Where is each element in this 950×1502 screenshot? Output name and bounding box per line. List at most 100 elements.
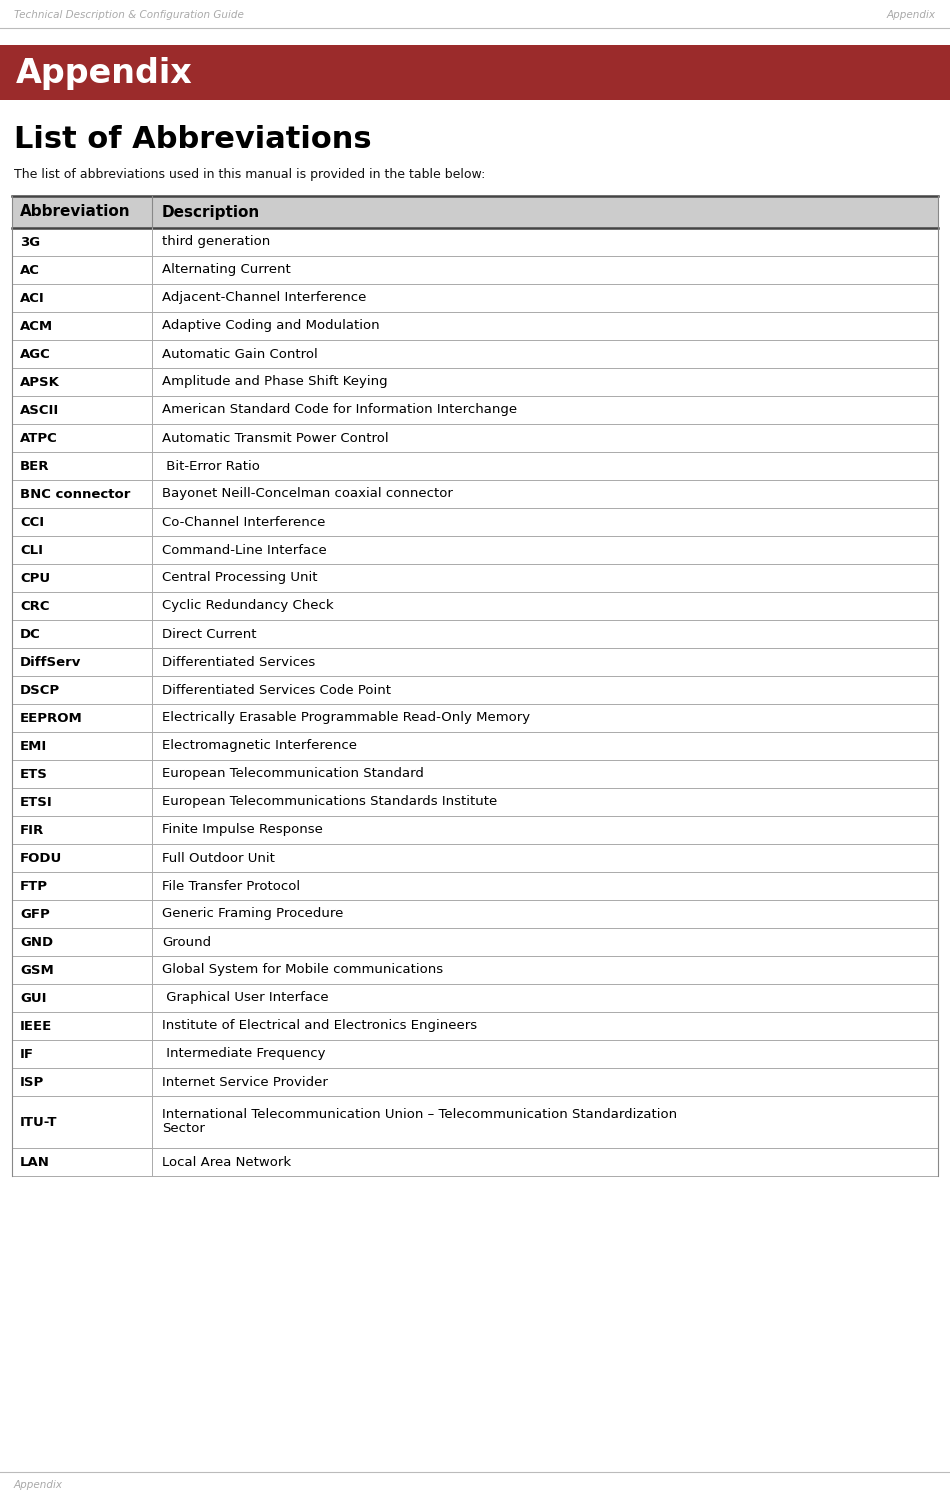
Text: Ground: Ground [162,936,211,948]
Text: Intermediate Frequency: Intermediate Frequency [162,1047,326,1060]
Text: Differentiated Services Code Point: Differentiated Services Code Point [162,683,391,697]
Text: Automatic Transmit Power Control: Automatic Transmit Power Control [162,431,389,445]
Text: Institute of Electrical and Electronics Engineers: Institute of Electrical and Electronics … [162,1020,477,1032]
Bar [0,45,950,101]
Bar [12,873,938,900]
Text: ISP: ISP [20,1075,45,1089]
Bar [12,1068,938,1096]
Text: American Standard Code for Information Interchange: American Standard Code for Information I… [162,404,517,416]
Bar [12,368,938,397]
Text: Cyclic Redundancy Check: Cyclic Redundancy Check [162,599,333,613]
Text: GFP: GFP [20,907,49,921]
Text: Appendix: Appendix [887,11,936,20]
Text: APSK: APSK [20,376,60,389]
Text: Adjacent-Channel Interference: Adjacent-Channel Interference [162,291,367,305]
Text: Co-Channel Interference: Co-Channel Interference [162,515,325,529]
Text: CRC: CRC [20,599,49,613]
Bar [12,592,938,620]
Text: CLI: CLI [20,544,43,557]
Text: CCI: CCI [20,515,44,529]
Text: Electrically Erasable Programmable Read-Only Memory: Electrically Erasable Programmable Read-… [162,712,530,724]
Bar [12,900,938,928]
Text: CPU: CPU [20,571,50,584]
Text: Bayonet Neill-Concelman coaxial connector: Bayonet Neill-Concelman coaxial connecto… [162,488,453,500]
Bar [12,255,938,284]
Bar [12,1148,938,1176]
Text: Bit-Error Ratio: Bit-Error Ratio [162,460,260,473]
Text: LAN: LAN [20,1155,49,1169]
Text: Electromagnetic Interference: Electromagnetic Interference [162,739,357,753]
Bar [12,339,938,368]
Bar [12,844,938,873]
Text: ATPC: ATPC [20,431,58,445]
Bar [12,284,938,312]
Text: DC: DC [20,628,41,640]
Bar [12,481,938,508]
Text: Adaptive Coding and Modulation: Adaptive Coding and Modulation [162,320,380,332]
Bar [12,789,938,816]
Text: third generation: third generation [162,236,270,248]
Text: ASCII: ASCII [20,404,59,416]
Text: ITU-T: ITU-T [20,1116,58,1128]
Text: Internet Service Provider: Internet Service Provider [162,1075,328,1089]
Bar [12,816,938,844]
Bar [12,955,938,984]
Text: Differentiated Services: Differentiated Services [162,655,315,668]
Text: Direct Current: Direct Current [162,628,256,640]
Text: AGC: AGC [20,347,50,360]
Bar [12,1096,938,1148]
Text: IF: IF [20,1047,34,1060]
Text: FODU: FODU [20,852,63,865]
Text: European Telecommunications Standards Institute: European Telecommunications Standards In… [162,796,497,808]
Text: DSCP: DSCP [20,683,60,697]
Text: EMI: EMI [20,739,48,753]
Text: The list of abbreviations used in this manual is provided in the table below:: The list of abbreviations used in this m… [14,168,485,182]
Text: AC: AC [20,263,40,276]
Text: GND: GND [20,936,53,948]
Text: Abbreviation: Abbreviation [20,204,130,219]
Text: Graphical User Interface: Graphical User Interface [162,991,329,1005]
Text: ACI: ACI [20,291,45,305]
Text: FTP: FTP [20,880,48,892]
Bar [12,620,938,647]
Text: Sector: Sector [162,1122,205,1136]
Text: Central Processing Unit: Central Processing Unit [162,571,317,584]
Bar [12,228,938,255]
Text: IEEE: IEEE [20,1020,52,1032]
Text: BNC connector: BNC connector [20,488,130,500]
Text: Description: Description [162,204,260,219]
Bar [12,397,938,424]
Bar [12,195,938,228]
Text: Appendix: Appendix [14,1479,63,1490]
Text: 3G: 3G [20,236,40,248]
Text: Generic Framing Procedure: Generic Framing Procedure [162,907,343,921]
Text: GSM: GSM [20,963,54,976]
Text: Local Area Network: Local Area Network [162,1155,291,1169]
Bar [12,984,938,1012]
Bar [12,731,938,760]
Bar [12,563,938,592]
Text: International Telecommunication Union – Telecommunication Standardization: International Telecommunication Union – … [162,1108,677,1122]
Bar [12,452,938,481]
Bar [12,676,938,704]
Text: FIR: FIR [20,823,45,837]
Text: Finite Impulse Response: Finite Impulse Response [162,823,323,837]
Text: Command-Line Interface: Command-Line Interface [162,544,327,557]
Text: European Telecommunication Standard: European Telecommunication Standard [162,768,424,781]
Bar [12,508,938,536]
Bar [12,424,938,452]
Text: BER: BER [20,460,49,473]
Bar [12,928,938,955]
Text: ACM: ACM [20,320,53,332]
Bar [12,647,938,676]
Text: Full Outdoor Unit: Full Outdoor Unit [162,852,275,865]
Text: Technical Description & Configuration Guide: Technical Description & Configuration Gu… [14,11,244,20]
Bar [12,312,938,339]
Text: List of Abbreviations: List of Abbreviations [14,125,371,155]
Bar [12,1012,938,1039]
Text: EEPROM: EEPROM [20,712,83,724]
Text: Automatic Gain Control: Automatic Gain Control [162,347,317,360]
Bar [12,536,938,563]
Bar [12,760,938,789]
Text: Amplitude and Phase Shift Keying: Amplitude and Phase Shift Keying [162,376,388,389]
